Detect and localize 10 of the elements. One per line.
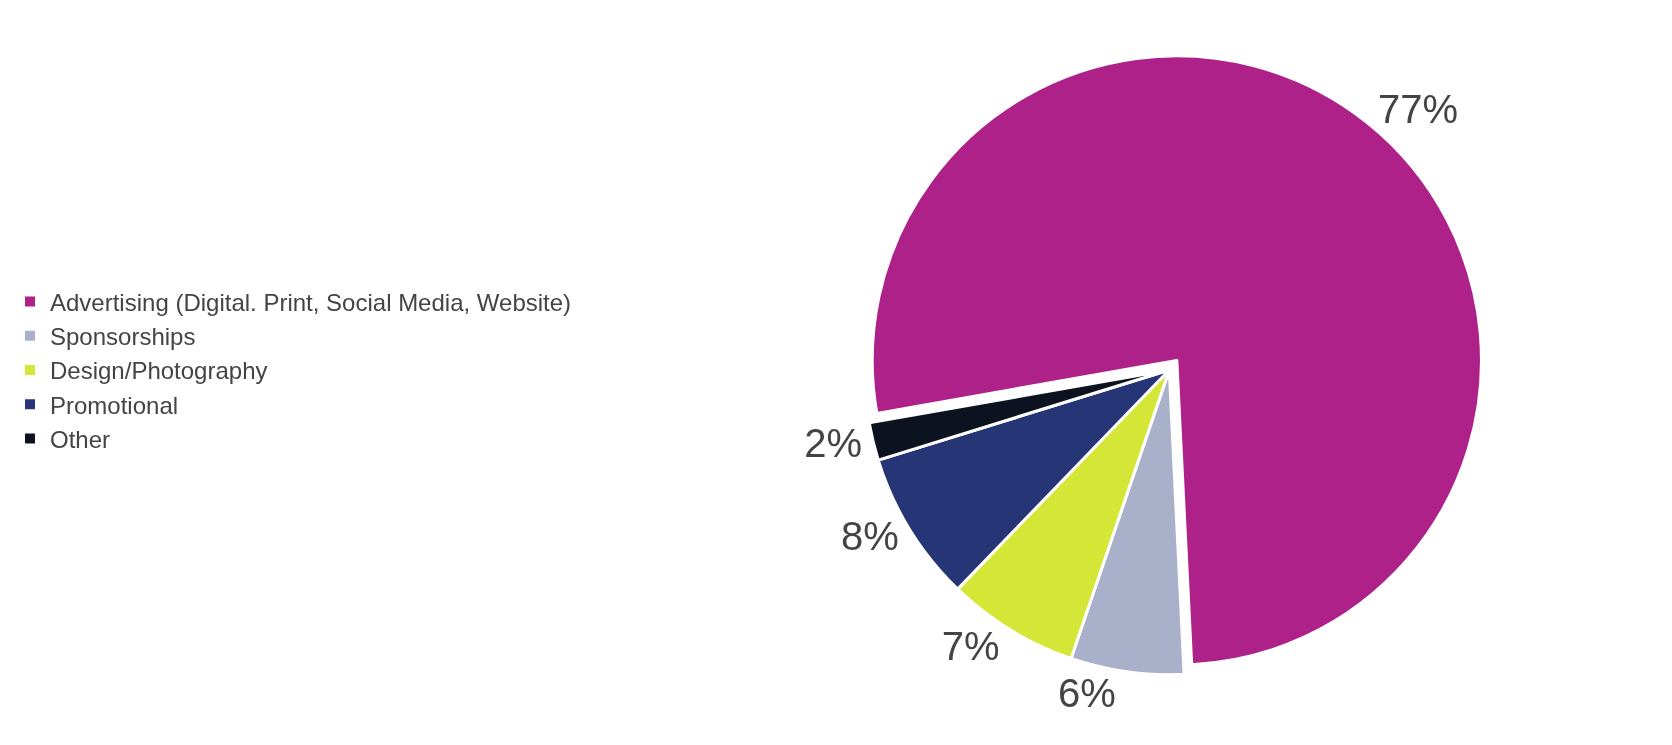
data-label: 6% — [1058, 671, 1116, 716]
legend-label: Other — [50, 425, 111, 453]
data-label: 2% — [804, 420, 863, 465]
legend-label: Advertising (Digital. Print, Social Media, Website) — [50, 288, 572, 316]
legend-label: Promotional — [50, 391, 179, 419]
data-label: 8% — [840, 513, 899, 558]
legend-label: Design/Photography — [50, 357, 268, 385]
data-label: 7% — [941, 624, 1000, 669]
legend-label: Sponsorships — [50, 323, 196, 351]
data-label: 77% — [1377, 86, 1458, 131]
